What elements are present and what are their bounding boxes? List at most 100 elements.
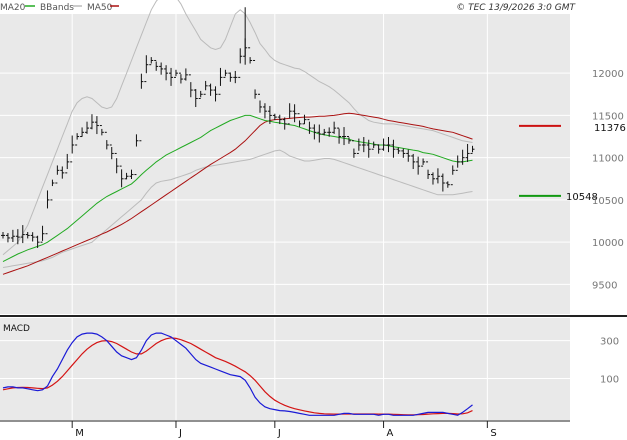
macd-line: [2, 332, 473, 416]
support-level-label: 10548: [566, 192, 598, 203]
ohlc-bar: [134, 134, 139, 176]
price-y-axis: 9500 10000 10500 11000 11500 12000: [592, 69, 624, 291]
signal-line: [2, 337, 473, 416]
ohlc-bar: [450, 165, 455, 186]
ohlc-bar: [213, 86, 218, 102]
ohlc-bar: [169, 67, 174, 86]
ohlc-bar: [124, 172, 129, 180]
ohlc-bar: [411, 153, 416, 170]
ohlc-bar: [327, 127, 332, 137]
ma50-line: [2, 112, 473, 275]
ohlc-bar: [302, 114, 307, 125]
ohlc-bar: [198, 90, 203, 100]
ohlc-bar: [445, 181, 450, 188]
ohlc-bar: [337, 127, 342, 144]
ohlc-bar: [89, 114, 94, 130]
ohlc-bar: [371, 141, 376, 150]
ohlc-bar: [401, 148, 406, 158]
ohlc-bar: [455, 155, 460, 171]
ohlc-bar: [272, 113, 277, 121]
ohlc-bar: [317, 124, 322, 143]
ohlc-bar: [85, 121, 90, 134]
ohlc-bar: [248, 47, 253, 64]
ohlc-bar: [282, 117, 287, 130]
price-levels: 11376 10548: [519, 123, 626, 203]
x-tick-label: J: [277, 428, 281, 439]
ohlc-bar: [332, 121, 337, 134]
ohlc-bar: [351, 140, 356, 158]
ohlc-bar: [30, 232, 35, 242]
x-tick-label: A: [387, 428, 394, 439]
price-y-tick-label: 10000: [592, 238, 624, 249]
ohlc-bar: [312, 124, 317, 140]
macd-y-axis: 100 300: [600, 337, 619, 386]
ohlc-bar: [60, 166, 65, 179]
ohlc-bar: [356, 138, 361, 154]
ohlc-bar: [342, 127, 347, 146]
ohlc-bar: [208, 83, 213, 96]
price-y-tick-label: 12000: [592, 69, 624, 80]
legend-bbands-label: BBands: [40, 3, 74, 13]
ohlc-bar: [386, 137, 391, 153]
ohlc-bar: [40, 225, 45, 243]
resistance-level-label: 11376: [594, 123, 626, 134]
macd-title: MACD: [3, 324, 30, 334]
ohlc-bar: [430, 172, 435, 185]
ohlc-bar: [188, 74, 193, 98]
ohlc-bar: [129, 169, 134, 179]
ohlc-bar: [426, 161, 431, 179]
ohlc-bar: [292, 104, 297, 123]
x-tick-label: J: [178, 428, 182, 439]
ohlc-bar: [159, 62, 164, 75]
ohlc-bar: [267, 105, 272, 124]
ohlc-bar: [25, 232, 30, 239]
macd-y-tick-label: 100: [600, 374, 619, 385]
ohlc-bar: [346, 136, 351, 144]
ohlc-bar: [391, 139, 396, 158]
ohlc-bar: [114, 152, 119, 174]
ohlc-bar: [381, 138, 386, 151]
ohlc-bar: [218, 67, 223, 95]
timestamp: © TEC 13/9/2026 3:0 GMT: [456, 3, 576, 13]
ohlc-bar: [297, 113, 302, 127]
ohlc-bar: [193, 89, 198, 108]
ohlc-bar: [65, 153, 70, 174]
ohlc-bar: [322, 128, 327, 136]
x-tick-label: S: [490, 428, 496, 439]
macd-panel: MACD 100 300: [0, 318, 619, 420]
ohlc-bar: [253, 59, 258, 99]
ohlc-bar: [119, 165, 124, 188]
ma20-line: [2, 114, 473, 263]
ohlc-bars: [1, 7, 475, 248]
ohlc-bar: [104, 131, 109, 150]
ohlc-bar: [470, 145, 475, 154]
ohlc-bar: [75, 133, 80, 146]
ohlc-bar: [258, 93, 262, 113]
ohlc-bar: [366, 139, 371, 158]
ohlc-bar: [144, 55, 149, 83]
ohlc-bar: [164, 65, 169, 81]
ohlc-bar: [109, 144, 114, 160]
ohlc-bar: [94, 116, 99, 135]
price-y-tick-label: 11500: [592, 111, 624, 122]
ohlc-bar: [460, 149, 465, 165]
ohlc-bar: [421, 158, 426, 167]
price-y-tick-label: 10500: [592, 196, 624, 207]
ohlc-bar: [435, 168, 440, 184]
ohlc-bar: [45, 190, 50, 235]
ohlc-bar: [173, 69, 178, 78]
ohlc-bar: [203, 80, 208, 95]
bb-upper-line: [2, 0, 473, 256]
moving-averages: [2, 112, 473, 275]
macd-lines: [2, 332, 473, 416]
legend-ma20-label: MA20: [0, 3, 26, 13]
ohlc-bar: [139, 73, 144, 142]
ohlc-bar: [154, 59, 159, 71]
ohlc-bar: [262, 103, 267, 119]
macd-grid: [0, 318, 570, 420]
ohlc-bar: [183, 68, 188, 81]
ohlc-bar: [287, 103, 292, 125]
bb-lower-line: [2, 149, 473, 268]
header-legend: MA20 BBands MA50: [0, 3, 119, 13]
